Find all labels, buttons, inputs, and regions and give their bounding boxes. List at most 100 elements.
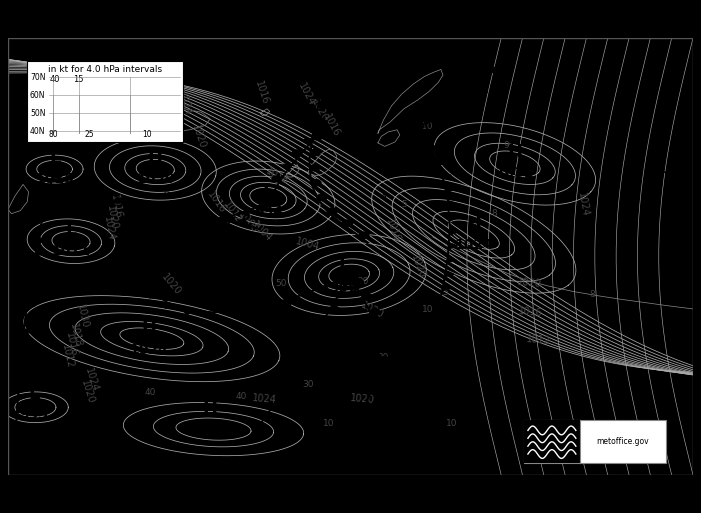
Polygon shape [35,250,44,256]
Text: 10: 10 [421,305,433,314]
Circle shape [376,372,386,379]
Polygon shape [18,394,26,400]
Polygon shape [21,355,29,361]
Polygon shape [426,353,435,360]
Text: 1015: 1015 [35,172,74,186]
Polygon shape [423,119,433,124]
Polygon shape [46,199,54,204]
Circle shape [421,45,430,52]
Polygon shape [433,326,442,332]
Text: 40: 40 [49,75,60,84]
Text: 996: 996 [329,282,358,295]
Polygon shape [48,186,57,191]
Polygon shape [27,303,35,308]
Text: 1012: 1012 [526,334,552,346]
Polygon shape [442,173,451,179]
Text: 10: 10 [323,419,334,428]
Polygon shape [149,292,159,298]
Text: x: x [164,185,170,195]
Text: 20: 20 [357,278,369,286]
Text: 1012: 1012 [222,200,244,226]
Polygon shape [258,203,267,209]
Polygon shape [319,285,327,291]
Bar [524,420,580,463]
Circle shape [395,44,404,50]
Polygon shape [423,367,433,373]
Polygon shape [445,187,454,193]
Text: 1004: 1004 [295,236,321,252]
Text: metoffice.gov: metoffice.gov [597,437,649,446]
Circle shape [326,72,336,78]
Polygon shape [203,311,213,318]
Polygon shape [433,146,442,152]
Polygon shape [183,309,193,315]
Polygon shape [139,254,149,260]
Text: H: H [466,215,482,233]
Bar [524,420,666,463]
Polygon shape [165,302,175,308]
Text: 5: 5 [442,288,448,297]
Text: 8: 8 [590,290,595,300]
Polygon shape [442,284,451,290]
Text: L: L [338,259,349,277]
Circle shape [362,294,372,300]
Polygon shape [264,303,273,310]
Circle shape [315,118,325,124]
Text: 994: 994 [254,205,283,219]
Circle shape [317,194,327,201]
Circle shape [353,279,363,285]
Polygon shape [53,173,62,179]
Circle shape [379,341,388,347]
Circle shape [343,220,353,226]
Circle shape [472,56,482,62]
Polygon shape [43,211,51,217]
Polygon shape [254,426,264,432]
Text: 1016: 1016 [384,217,402,244]
Text: 25: 25 [84,129,94,139]
Text: 50: 50 [275,279,287,288]
Text: 40: 40 [145,388,156,398]
Polygon shape [337,292,347,298]
Text: in kt for 4.0 hPa intervals: in kt for 4.0 hPa intervals [48,65,163,74]
Text: 1016: 1016 [321,112,341,139]
Text: 40N: 40N [30,127,46,135]
Polygon shape [40,224,49,230]
Text: 1024: 1024 [576,192,590,218]
Text: 9: 9 [504,142,510,150]
Text: 60N: 60N [30,91,46,100]
Circle shape [342,45,352,51]
Polygon shape [437,160,447,165]
Text: 1004: 1004 [250,219,273,243]
Polygon shape [244,307,253,313]
Text: H: H [141,320,156,338]
Text: 50N: 50N [30,109,46,117]
Text: 20: 20 [378,352,389,362]
Polygon shape [436,312,445,318]
Circle shape [365,404,374,410]
Circle shape [318,103,328,109]
Polygon shape [444,270,454,277]
Polygon shape [162,223,172,229]
Polygon shape [19,381,27,387]
Polygon shape [294,365,304,371]
Polygon shape [197,216,207,223]
Text: 10: 10 [421,122,433,131]
Text: 1016: 1016 [517,306,543,319]
Polygon shape [279,390,290,396]
Polygon shape [238,218,247,224]
Circle shape [492,67,502,73]
Text: 1018: 1018 [68,322,83,348]
Polygon shape [25,315,34,321]
Circle shape [272,176,281,182]
Text: 30: 30 [302,380,314,389]
Circle shape [331,56,341,63]
Text: 8: 8 [491,209,497,218]
Text: 1030: 1030 [136,172,175,186]
Text: 40: 40 [236,392,247,401]
Text: 995: 995 [20,408,48,422]
Polygon shape [287,378,297,384]
Text: 1016: 1016 [253,80,270,106]
Polygon shape [411,423,421,429]
Text: 1020: 1020 [105,205,119,231]
Text: 1012: 1012 [60,343,75,369]
